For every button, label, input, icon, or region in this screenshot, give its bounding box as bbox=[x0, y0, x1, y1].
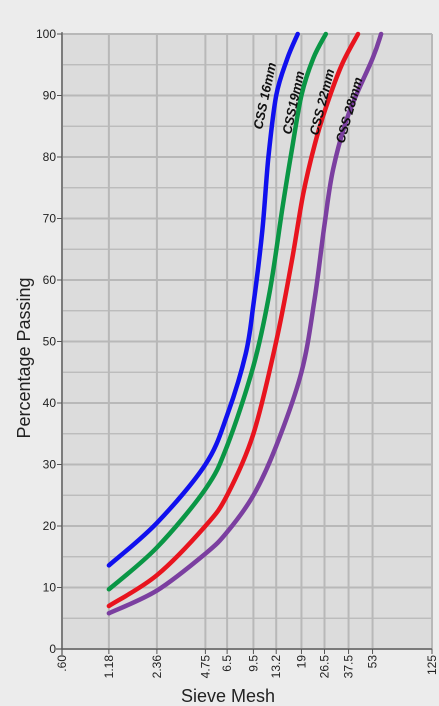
y-tick-label: 60 bbox=[43, 273, 57, 287]
x-tick-label: 26.5 bbox=[318, 655, 332, 679]
x-tick-label: .60 bbox=[55, 655, 69, 672]
x-tick-label: 4.75 bbox=[198, 655, 212, 679]
y-tick-label: 0 bbox=[49, 642, 56, 656]
x-axis-title: Sieve Mesh bbox=[181, 686, 275, 706]
y-tick-label: 10 bbox=[43, 581, 57, 595]
y-axis-title: Percentage Passing bbox=[14, 277, 34, 438]
y-tick-label: 100 bbox=[36, 27, 56, 41]
series-line-css-28mm bbox=[106, 31, 384, 616]
x-tick-label: 9.5 bbox=[246, 655, 260, 672]
series-lines bbox=[106, 31, 384, 616]
series-line-css-22mm bbox=[106, 31, 361, 609]
y-tick-label: 90 bbox=[43, 89, 57, 103]
x-tick-label: 2.36 bbox=[150, 655, 164, 679]
y-tick-label: 30 bbox=[43, 458, 57, 472]
y-tick-label: 80 bbox=[43, 150, 57, 164]
y-tick-label: 20 bbox=[43, 519, 57, 533]
y-tick-label: 40 bbox=[43, 396, 57, 410]
x-tick-label: 6.5 bbox=[220, 655, 234, 672]
x-tick-label: 37.5 bbox=[342, 655, 356, 679]
y-tick-label: 70 bbox=[43, 212, 57, 226]
series-line-css-16mm bbox=[106, 31, 300, 568]
y-tick-label: 50 bbox=[43, 335, 57, 349]
x-tick-label: 53 bbox=[366, 655, 380, 669]
series-line-css19mm bbox=[106, 31, 329, 592]
axes bbox=[56, 32, 433, 655]
x-tick-label: 1.18 bbox=[102, 655, 116, 679]
y-tick-labels: 0 10 20 30 40 50 60 70 80 90 100 bbox=[36, 27, 56, 656]
x-tick-labels: .60 1.18 2.36 4.75 6.5 9.5 13.2 19 26.5 37.5 53 125 bbox=[55, 655, 439, 679]
x-tick-label: 19 bbox=[294, 655, 308, 669]
x-tick-label: 13.2 bbox=[269, 655, 283, 679]
x-tick-label: 125 bbox=[425, 655, 439, 675]
